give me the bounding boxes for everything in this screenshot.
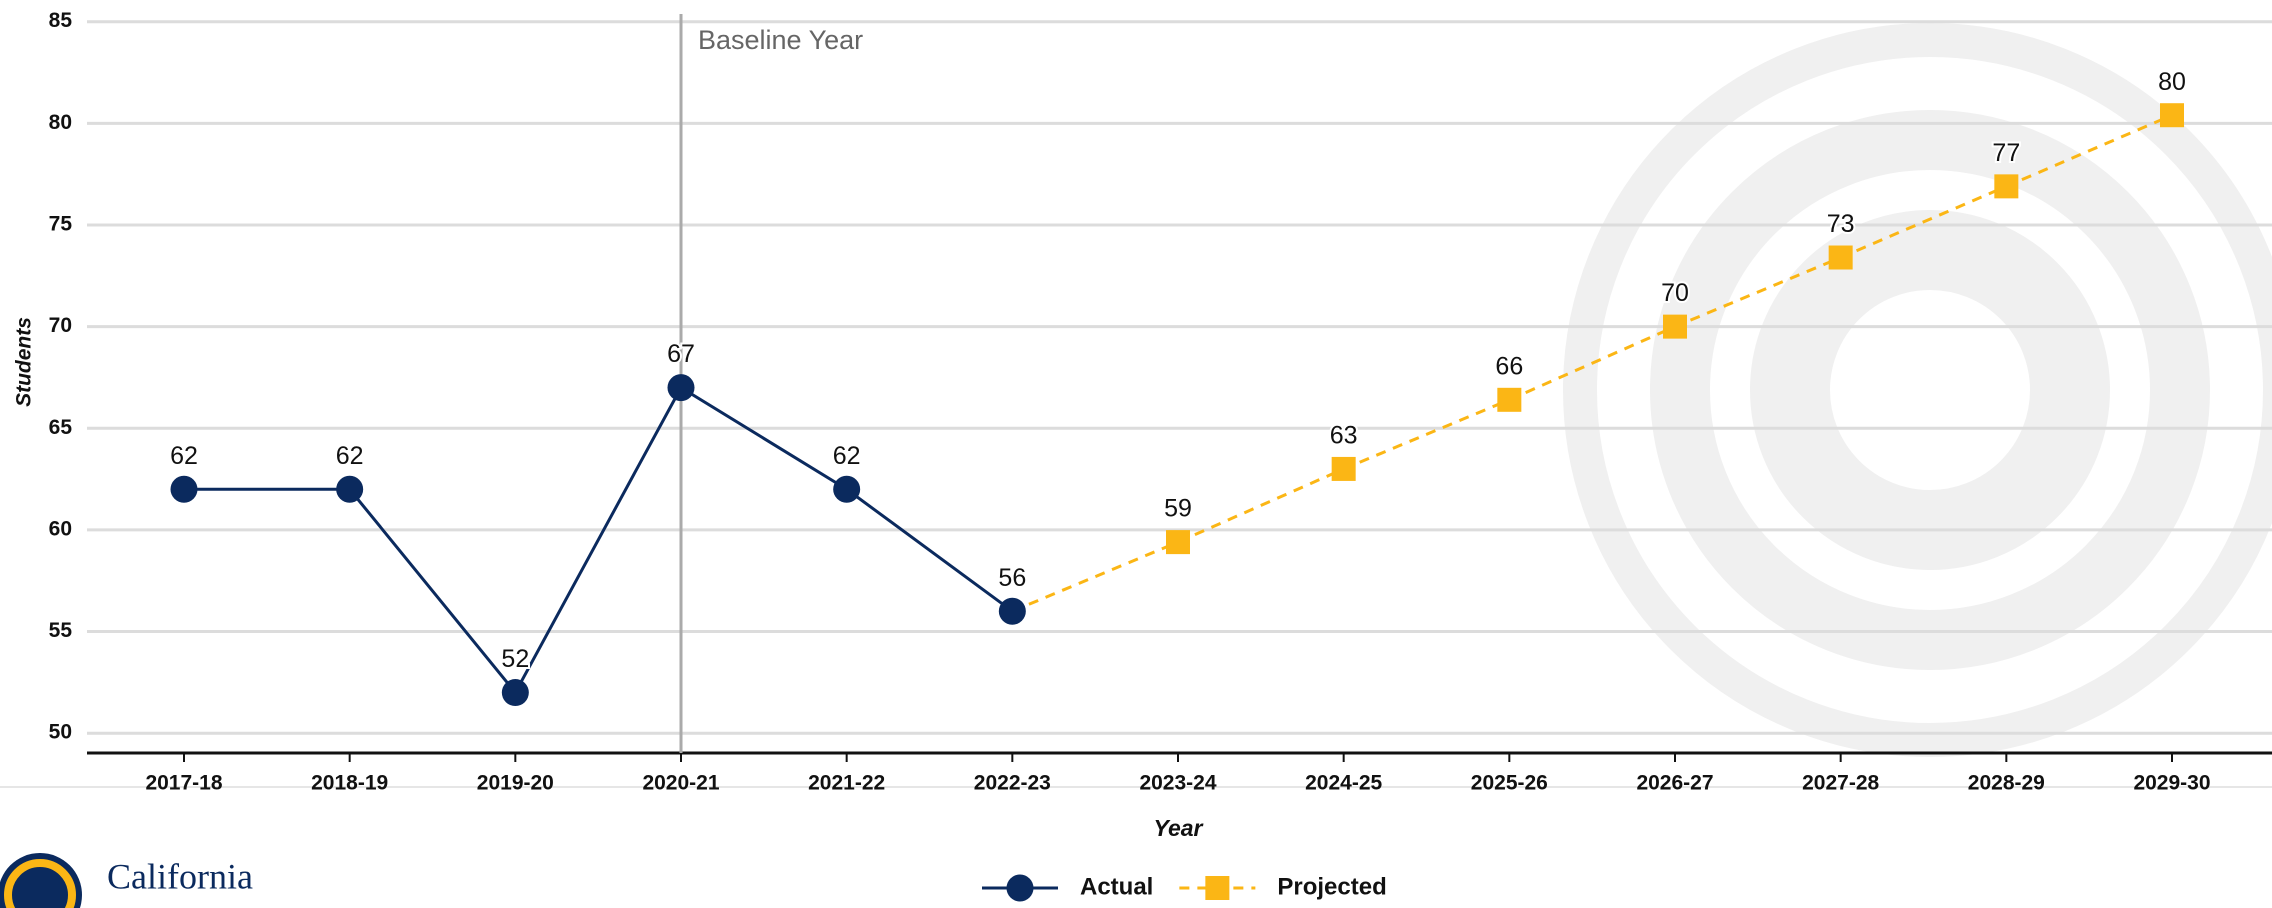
marker bbox=[667, 374, 695, 402]
x-tick-label: 2017-18 bbox=[145, 772, 222, 795]
marker bbox=[501, 679, 529, 707]
x-axis-title: Year bbox=[1153, 815, 1203, 841]
x-tick-label: 2029-30 bbox=[2133, 772, 2210, 795]
data-label: 62 bbox=[833, 442, 861, 470]
data-label: 62 bbox=[336, 442, 364, 470]
y-tick-label: 85 bbox=[49, 9, 73, 32]
data-label: 59 bbox=[1164, 495, 1192, 523]
y-tick-label: 55 bbox=[49, 619, 73, 642]
legend-label: Actual bbox=[1080, 873, 1153, 900]
legend-marker bbox=[1205, 876, 1230, 900]
series-line bbox=[1011, 113, 2173, 613]
watermark bbox=[1563, 23, 2272, 757]
x-tick-label: 2020-21 bbox=[642, 772, 719, 795]
marker bbox=[998, 597, 1026, 625]
data-label: 66 bbox=[1495, 352, 1523, 380]
data-label: 67 bbox=[667, 340, 695, 368]
x-tick-label: 2021-22 bbox=[808, 772, 885, 795]
x-tick-label: 2025-26 bbox=[1471, 772, 1548, 795]
marker bbox=[170, 475, 198, 503]
y-tick-label: 65 bbox=[49, 416, 73, 439]
x-tick-label: 2023-24 bbox=[1139, 772, 1216, 795]
legend-label: Projected bbox=[1277, 873, 1386, 900]
marker bbox=[1166, 530, 1190, 555]
x-tick-label: 2018-19 bbox=[311, 772, 388, 795]
annotation: Baseline Year bbox=[698, 25, 863, 55]
x-tick-label: 2024-25 bbox=[1305, 772, 1382, 795]
logo-text: California bbox=[107, 856, 253, 896]
marker bbox=[833, 475, 861, 503]
marker bbox=[1331, 456, 1356, 481]
series-line bbox=[184, 385, 1014, 696]
marker bbox=[1994, 174, 2019, 199]
data-label: 73 bbox=[1827, 210, 1855, 238]
y-tick-label: 50 bbox=[49, 721, 72, 744]
logo: California bbox=[0, 853, 253, 908]
legend-marker bbox=[1006, 874, 1034, 902]
data-label: 80 bbox=[2158, 68, 2186, 96]
x-tick-label: 2028-29 bbox=[1968, 772, 2045, 795]
marker bbox=[1497, 387, 1522, 412]
y-tick-label: 70 bbox=[49, 314, 72, 337]
data-label: 56 bbox=[998, 564, 1026, 592]
marker bbox=[336, 475, 364, 503]
data-label: 62 bbox=[170, 442, 198, 470]
y-tick-label: 75 bbox=[49, 213, 73, 236]
data-label: 52 bbox=[501, 645, 529, 673]
data-label: 77 bbox=[1992, 139, 2020, 167]
x-tick-label: 2019-20 bbox=[477, 772, 554, 795]
x-tick-label: 2026-27 bbox=[1636, 772, 1713, 795]
y-tick-label: 80 bbox=[49, 111, 72, 134]
marker bbox=[2160, 103, 2184, 128]
y-axis-title: Students bbox=[13, 317, 36, 407]
data-label: 63 bbox=[1330, 422, 1358, 450]
y-tick-label: 60 bbox=[49, 517, 72, 540]
x-tick-label: 2027-28 bbox=[1802, 772, 1879, 795]
x-tick-label: 2022-23 bbox=[974, 772, 1051, 795]
marker bbox=[1663, 314, 1687, 339]
data-label: 70 bbox=[1661, 279, 1689, 307]
marker bbox=[1828, 245, 1853, 270]
